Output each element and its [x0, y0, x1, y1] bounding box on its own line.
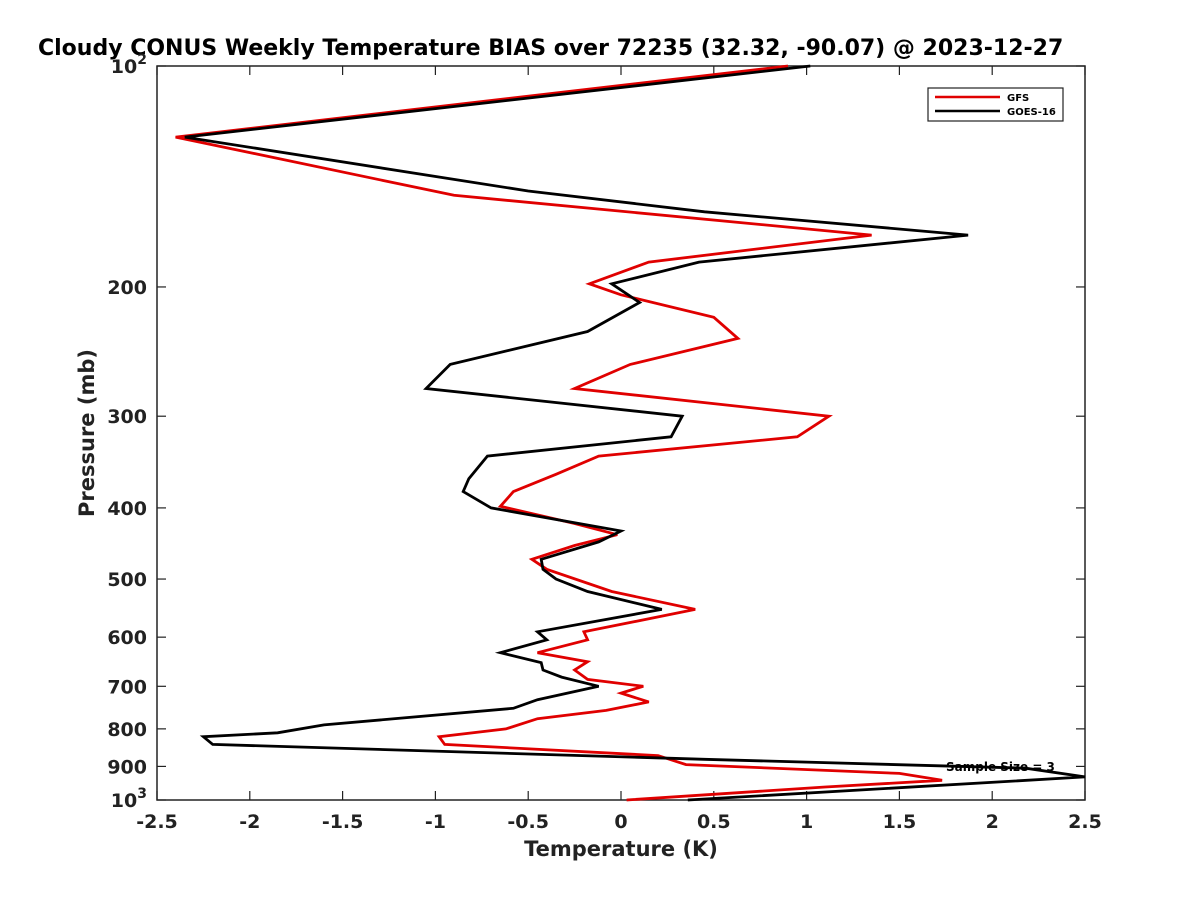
x-axis-label: Temperature (K): [524, 837, 718, 861]
legend: GFS GOES-16: [927, 87, 1064, 122]
y-axis-label: Pressure (mb): [75, 349, 99, 517]
y-tick-label: 700: [107, 676, 147, 698]
x-tick-label: -0.5: [507, 811, 549, 833]
series-line-gfs: [175, 64, 943, 802]
y-axis: 102 200 300 400 500 600 700 800 900 103: [107, 52, 1085, 812]
chart-title: Cloudy CONUS Weekly Temperature BIAS ove…: [38, 36, 1063, 61]
x-tick-label: 0.5: [697, 811, 731, 833]
sample-size-annotation: Sample Size = 3: [946, 760, 1055, 774]
y-tick-label: 200: [107, 277, 147, 299]
x-tick-label: 1.5: [883, 811, 917, 833]
x-tick-label: -1.5: [322, 811, 364, 833]
x-tick-label: 2: [986, 811, 999, 833]
series-group: [175, 64, 1086, 802]
y-tick-label: 500: [107, 569, 147, 591]
y-tick-label: 800: [107, 719, 147, 741]
y-tick-label: 102: [111, 52, 147, 78]
x-tick-label: -2: [239, 811, 260, 833]
x-axis: -2.5 -2 -1.5 -1 -0.5 0 0.5 1 1.5 2 2.5: [136, 66, 1102, 833]
series-line-goes16: [184, 64, 1086, 802]
y-tick-label: 600: [107, 627, 147, 649]
x-tick-label: 1: [800, 811, 813, 833]
legend-label-gfs: GFS: [1007, 93, 1029, 104]
y-tick-label: 900: [107, 756, 147, 778]
y-tick-label: 300: [107, 406, 147, 428]
x-tick-label: 0: [614, 811, 627, 833]
x-tick-label: -2.5: [136, 811, 178, 833]
plot-area-frame: [156, 65, 1086, 801]
y-tick-label: 400: [107, 498, 147, 520]
x-tick-label: 2.5: [1068, 811, 1102, 833]
legend-label-goes16: GOES-16: [1007, 107, 1056, 118]
y-tick-label: 103: [111, 786, 147, 812]
x-tick-label: -1: [425, 811, 446, 833]
legend-box: [927, 87, 1064, 122]
